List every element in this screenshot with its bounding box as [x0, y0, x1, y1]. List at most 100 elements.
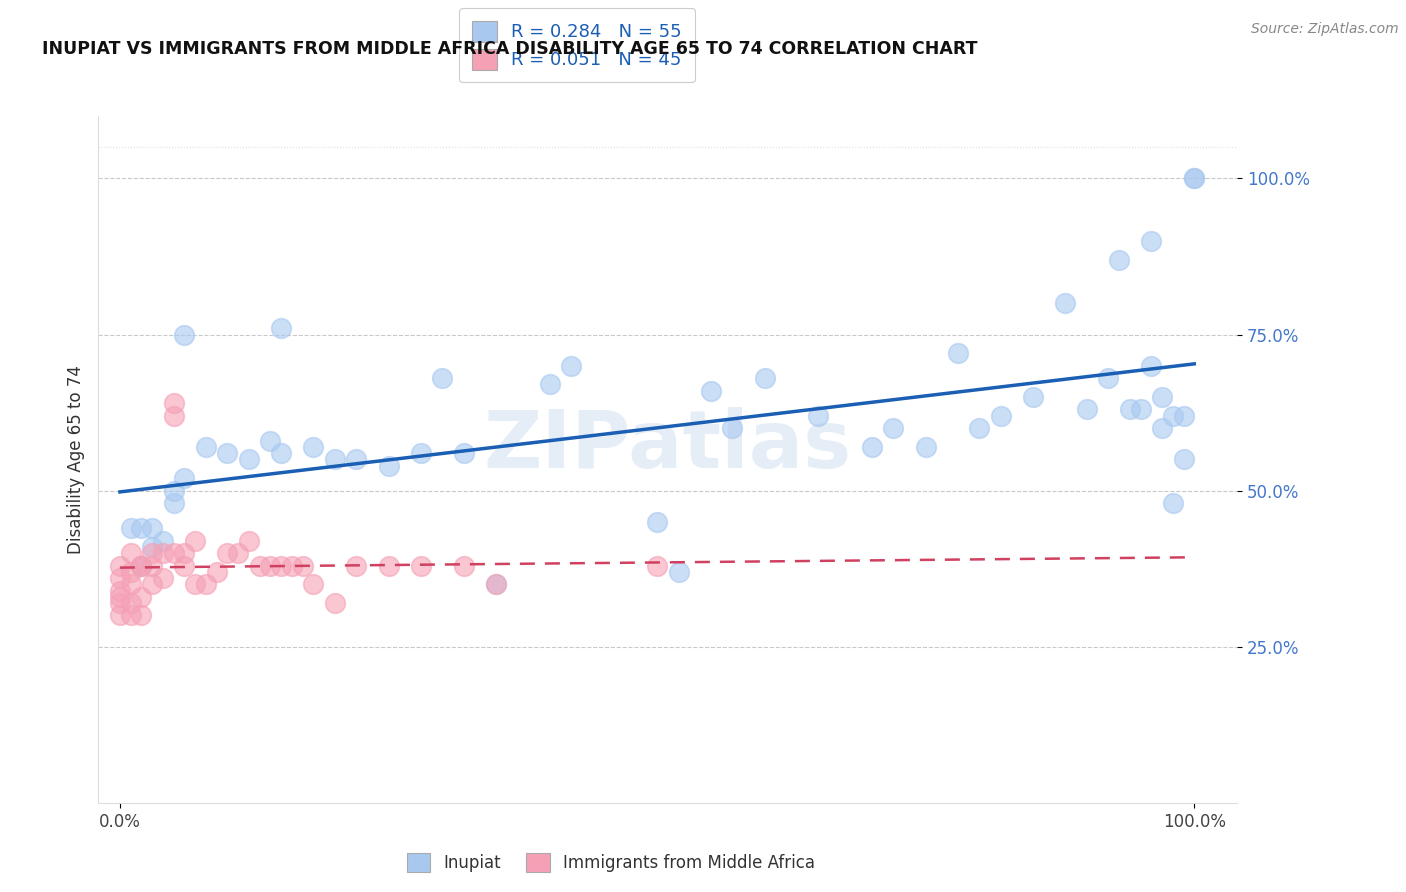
- Point: [302, 440, 325, 454]
- Point: [969, 421, 991, 435]
- Point: [323, 596, 346, 610]
- Point: [194, 440, 217, 454]
- Point: [108, 596, 131, 610]
- Point: [249, 558, 271, 573]
- Point: [217, 546, 239, 560]
- Point: [173, 471, 195, 485]
- Point: [162, 483, 184, 498]
- Point: [226, 546, 249, 560]
- Point: [173, 546, 195, 560]
- Point: [141, 521, 163, 535]
- Point: [120, 546, 142, 560]
- Point: [485, 577, 508, 591]
- Point: [141, 540, 163, 554]
- Point: [1097, 371, 1119, 385]
- Point: [1140, 359, 1163, 373]
- Point: [108, 558, 131, 573]
- Y-axis label: Disability Age 65 to 74: Disability Age 65 to 74: [66, 365, 84, 554]
- Point: [754, 371, 776, 385]
- Point: [173, 558, 195, 573]
- Point: [1182, 171, 1205, 186]
- Point: [377, 458, 399, 473]
- Point: [668, 565, 690, 579]
- Point: [1129, 402, 1152, 417]
- Point: [485, 577, 508, 591]
- Point: [120, 565, 142, 579]
- Point: [131, 521, 153, 535]
- Point: [860, 440, 883, 454]
- Point: [162, 496, 184, 510]
- Point: [131, 558, 153, 573]
- Point: [1108, 252, 1130, 267]
- Point: [194, 577, 217, 591]
- Point: [131, 590, 153, 604]
- Point: [120, 596, 142, 610]
- Point: [1161, 496, 1184, 510]
- Point: [259, 434, 281, 448]
- Point: [645, 558, 668, 573]
- Text: INUPIAT VS IMMIGRANTS FROM MIDDLE AFRICA DISABILITY AGE 65 TO 74 CORRELATION CHA: INUPIAT VS IMMIGRANTS FROM MIDDLE AFRICA…: [42, 40, 977, 58]
- Point: [882, 421, 904, 435]
- Point: [141, 546, 163, 560]
- Point: [409, 558, 432, 573]
- Point: [259, 558, 281, 573]
- Point: [131, 558, 153, 573]
- Point: [721, 421, 744, 435]
- Point: [1152, 421, 1174, 435]
- Point: [453, 558, 475, 573]
- Point: [120, 608, 142, 623]
- Point: [645, 515, 668, 529]
- Legend: Inupiat, Immigrants from Middle Africa: Inupiat, Immigrants from Middle Africa: [395, 841, 827, 884]
- Point: [700, 384, 723, 398]
- Point: [946, 346, 969, 360]
- Point: [152, 571, 174, 585]
- Point: [238, 533, 260, 548]
- Point: [108, 583, 131, 598]
- Point: [432, 371, 454, 385]
- Point: [270, 558, 292, 573]
- Point: [1182, 171, 1205, 186]
- Point: [344, 558, 367, 573]
- Point: [238, 452, 260, 467]
- Point: [131, 558, 153, 573]
- Point: [162, 546, 184, 560]
- Point: [1152, 390, 1174, 404]
- Point: [1054, 296, 1077, 310]
- Point: [108, 608, 131, 623]
- Point: [1173, 409, 1195, 423]
- Point: [1140, 234, 1163, 248]
- Point: [108, 590, 131, 604]
- Point: [538, 377, 561, 392]
- Point: [173, 327, 195, 342]
- Point: [990, 409, 1012, 423]
- Point: [217, 446, 239, 460]
- Point: [162, 409, 184, 423]
- Point: [344, 452, 367, 467]
- Point: [205, 565, 228, 579]
- Point: [120, 577, 142, 591]
- Point: [120, 521, 142, 535]
- Point: [152, 546, 174, 560]
- Point: [453, 446, 475, 460]
- Point: [914, 440, 936, 454]
- Point: [1076, 402, 1098, 417]
- Point: [302, 577, 325, 591]
- Point: [1022, 390, 1045, 404]
- Point: [152, 533, 174, 548]
- Point: [270, 446, 292, 460]
- Point: [377, 558, 399, 573]
- Point: [141, 577, 163, 591]
- Point: [291, 558, 314, 573]
- Point: [141, 558, 163, 573]
- Point: [131, 608, 153, 623]
- Text: ZIPatlas: ZIPatlas: [484, 407, 852, 484]
- Point: [1119, 402, 1142, 417]
- Point: [108, 571, 131, 585]
- Point: [1161, 409, 1184, 423]
- Point: [560, 359, 582, 373]
- Point: [281, 558, 304, 573]
- Point: [184, 533, 207, 548]
- Point: [184, 577, 207, 591]
- Point: [270, 321, 292, 335]
- Point: [162, 396, 184, 410]
